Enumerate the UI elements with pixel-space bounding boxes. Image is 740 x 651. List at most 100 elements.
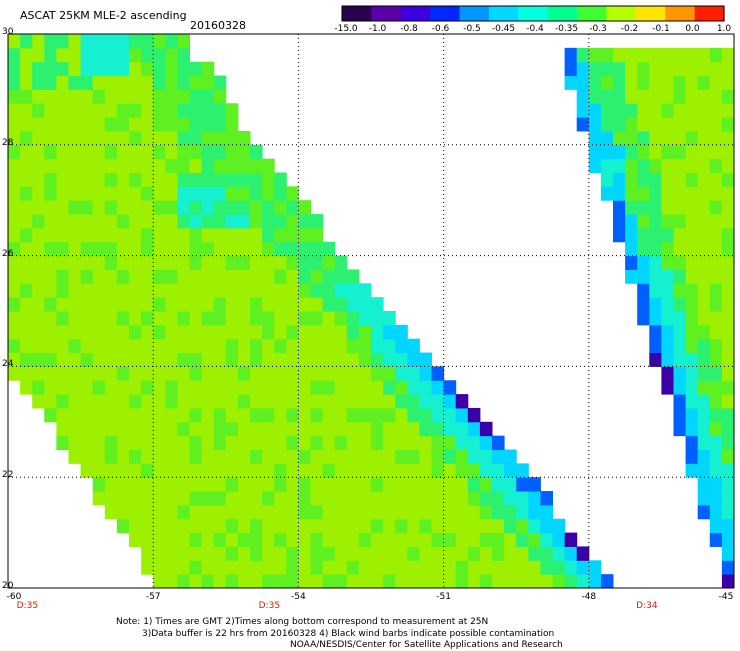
wind-pixel	[129, 463, 142, 478]
wind-pixel	[407, 352, 420, 367]
wind-pixel	[455, 449, 469, 464]
colorbar-tick-label: -15.0	[334, 24, 358, 34]
wind-pixel	[262, 227, 275, 243]
wind-pixel	[80, 324, 94, 340]
wind-pixel	[576, 574, 590, 589]
wind-pixel	[237, 130, 251, 146]
wind-pixel	[613, 117, 626, 132]
wind-pixel	[661, 158, 674, 173]
wind-pixel	[153, 394, 166, 409]
wind-pixel	[358, 394, 372, 409]
wind-pixel	[225, 186, 239, 201]
wind-pixel	[709, 200, 723, 215]
wind-pixel	[322, 574, 336, 589]
wind-pixel	[346, 311, 360, 326]
wind-pixel	[721, 200, 735, 215]
wind-pixel	[443, 560, 457, 575]
wind-pixel	[250, 338, 263, 354]
wind-pixel	[346, 574, 360, 589]
wind-pixel	[237, 435, 251, 450]
wind-pixel	[649, 75, 662, 90]
wind-pixel	[201, 518, 215, 534]
wind-pixel	[213, 89, 227, 104]
wind-pixel	[625, 89, 638, 104]
wind-pixel	[467, 532, 481, 547]
wind-pixel	[92, 61, 106, 77]
wind-pixel	[225, 297, 239, 312]
wind-pixel	[685, 338, 699, 354]
wind-pixel	[625, 172, 638, 187]
wind-pixel	[721, 297, 735, 312]
wind-pixel	[262, 463, 275, 478]
wind-pixel	[346, 518, 360, 534]
wind-pixel	[455, 407, 469, 423]
wind-pixel	[189, 214, 203, 229]
wind-pixel	[80, 352, 94, 367]
wind-pixel	[68, 269, 82, 284]
wind-pixel	[237, 421, 251, 437]
wind-pixel	[129, 532, 142, 547]
wind-pixel	[104, 324, 118, 340]
wind-pixel	[419, 546, 432, 561]
wind-pixel	[129, 394, 142, 409]
wind-pixel	[310, 338, 324, 354]
wind-pixel	[600, 144, 614, 160]
wind-pixel	[80, 463, 94, 478]
wind-pixel	[274, 241, 287, 257]
wind-pixel	[661, 214, 674, 229]
wind-pixel	[44, 241, 57, 257]
wind-pixel	[237, 186, 251, 201]
wind-pixel	[334, 491, 348, 506]
wind-pixel	[225, 532, 239, 547]
wind-pixel	[600, 130, 614, 146]
wind-pixel	[721, 491, 735, 506]
wind-pixel	[455, 491, 469, 506]
wind-pixel	[129, 103, 142, 118]
wind-pixel	[68, 311, 82, 326]
wind-pixel	[129, 144, 142, 160]
wind-pixel	[673, 75, 687, 90]
wind-pixel	[625, 144, 638, 160]
wind-pixel	[661, 297, 674, 312]
wind-pixel	[697, 227, 711, 243]
wind-pixel	[177, 241, 190, 257]
wind-pixel	[395, 421, 408, 437]
wind-pixel	[250, 200, 263, 215]
wind-pixel	[165, 227, 178, 243]
wind-pixel	[8, 255, 21, 270]
wind-pixel	[56, 324, 69, 340]
wind-pixel	[129, 200, 142, 215]
wind-pixel	[141, 269, 154, 284]
wind-pixel	[649, 338, 662, 354]
wind-pixel	[274, 297, 287, 312]
wind-pixel	[237, 394, 251, 409]
wind-pixel	[92, 352, 106, 367]
longitude-label: -45	[718, 592, 734, 602]
wind-pixel	[104, 144, 118, 160]
wind-pixel	[310, 241, 324, 257]
wind-pixel	[8, 338, 21, 354]
wind-pixel	[540, 504, 553, 520]
wind-pixel	[262, 546, 275, 561]
wind-pixel	[141, 103, 154, 118]
wind-pixel	[455, 574, 469, 589]
wind-pixel	[310, 518, 324, 534]
wind-pixel	[68, 241, 82, 257]
longitude-label: -51	[436, 592, 451, 602]
wind-pixel	[395, 366, 408, 381]
wind-pixel	[358, 297, 372, 312]
wind-pixel	[8, 297, 21, 312]
colorbar-tick-label: -0.1	[652, 24, 670, 34]
wind-pixel	[443, 463, 457, 478]
wind-pixel	[189, 435, 203, 450]
wind-pixel	[358, 560, 372, 575]
wind-pixel	[467, 407, 481, 423]
wind-pixel	[262, 200, 275, 215]
wind-pixel	[322, 366, 336, 381]
wind-pixel	[358, 283, 372, 298]
wind-pixel	[20, 366, 33, 381]
wind-pixel	[334, 255, 348, 270]
wind-pixel	[346, 491, 360, 506]
wind-pixel	[286, 477, 299, 492]
wind-pixel	[116, 144, 130, 160]
